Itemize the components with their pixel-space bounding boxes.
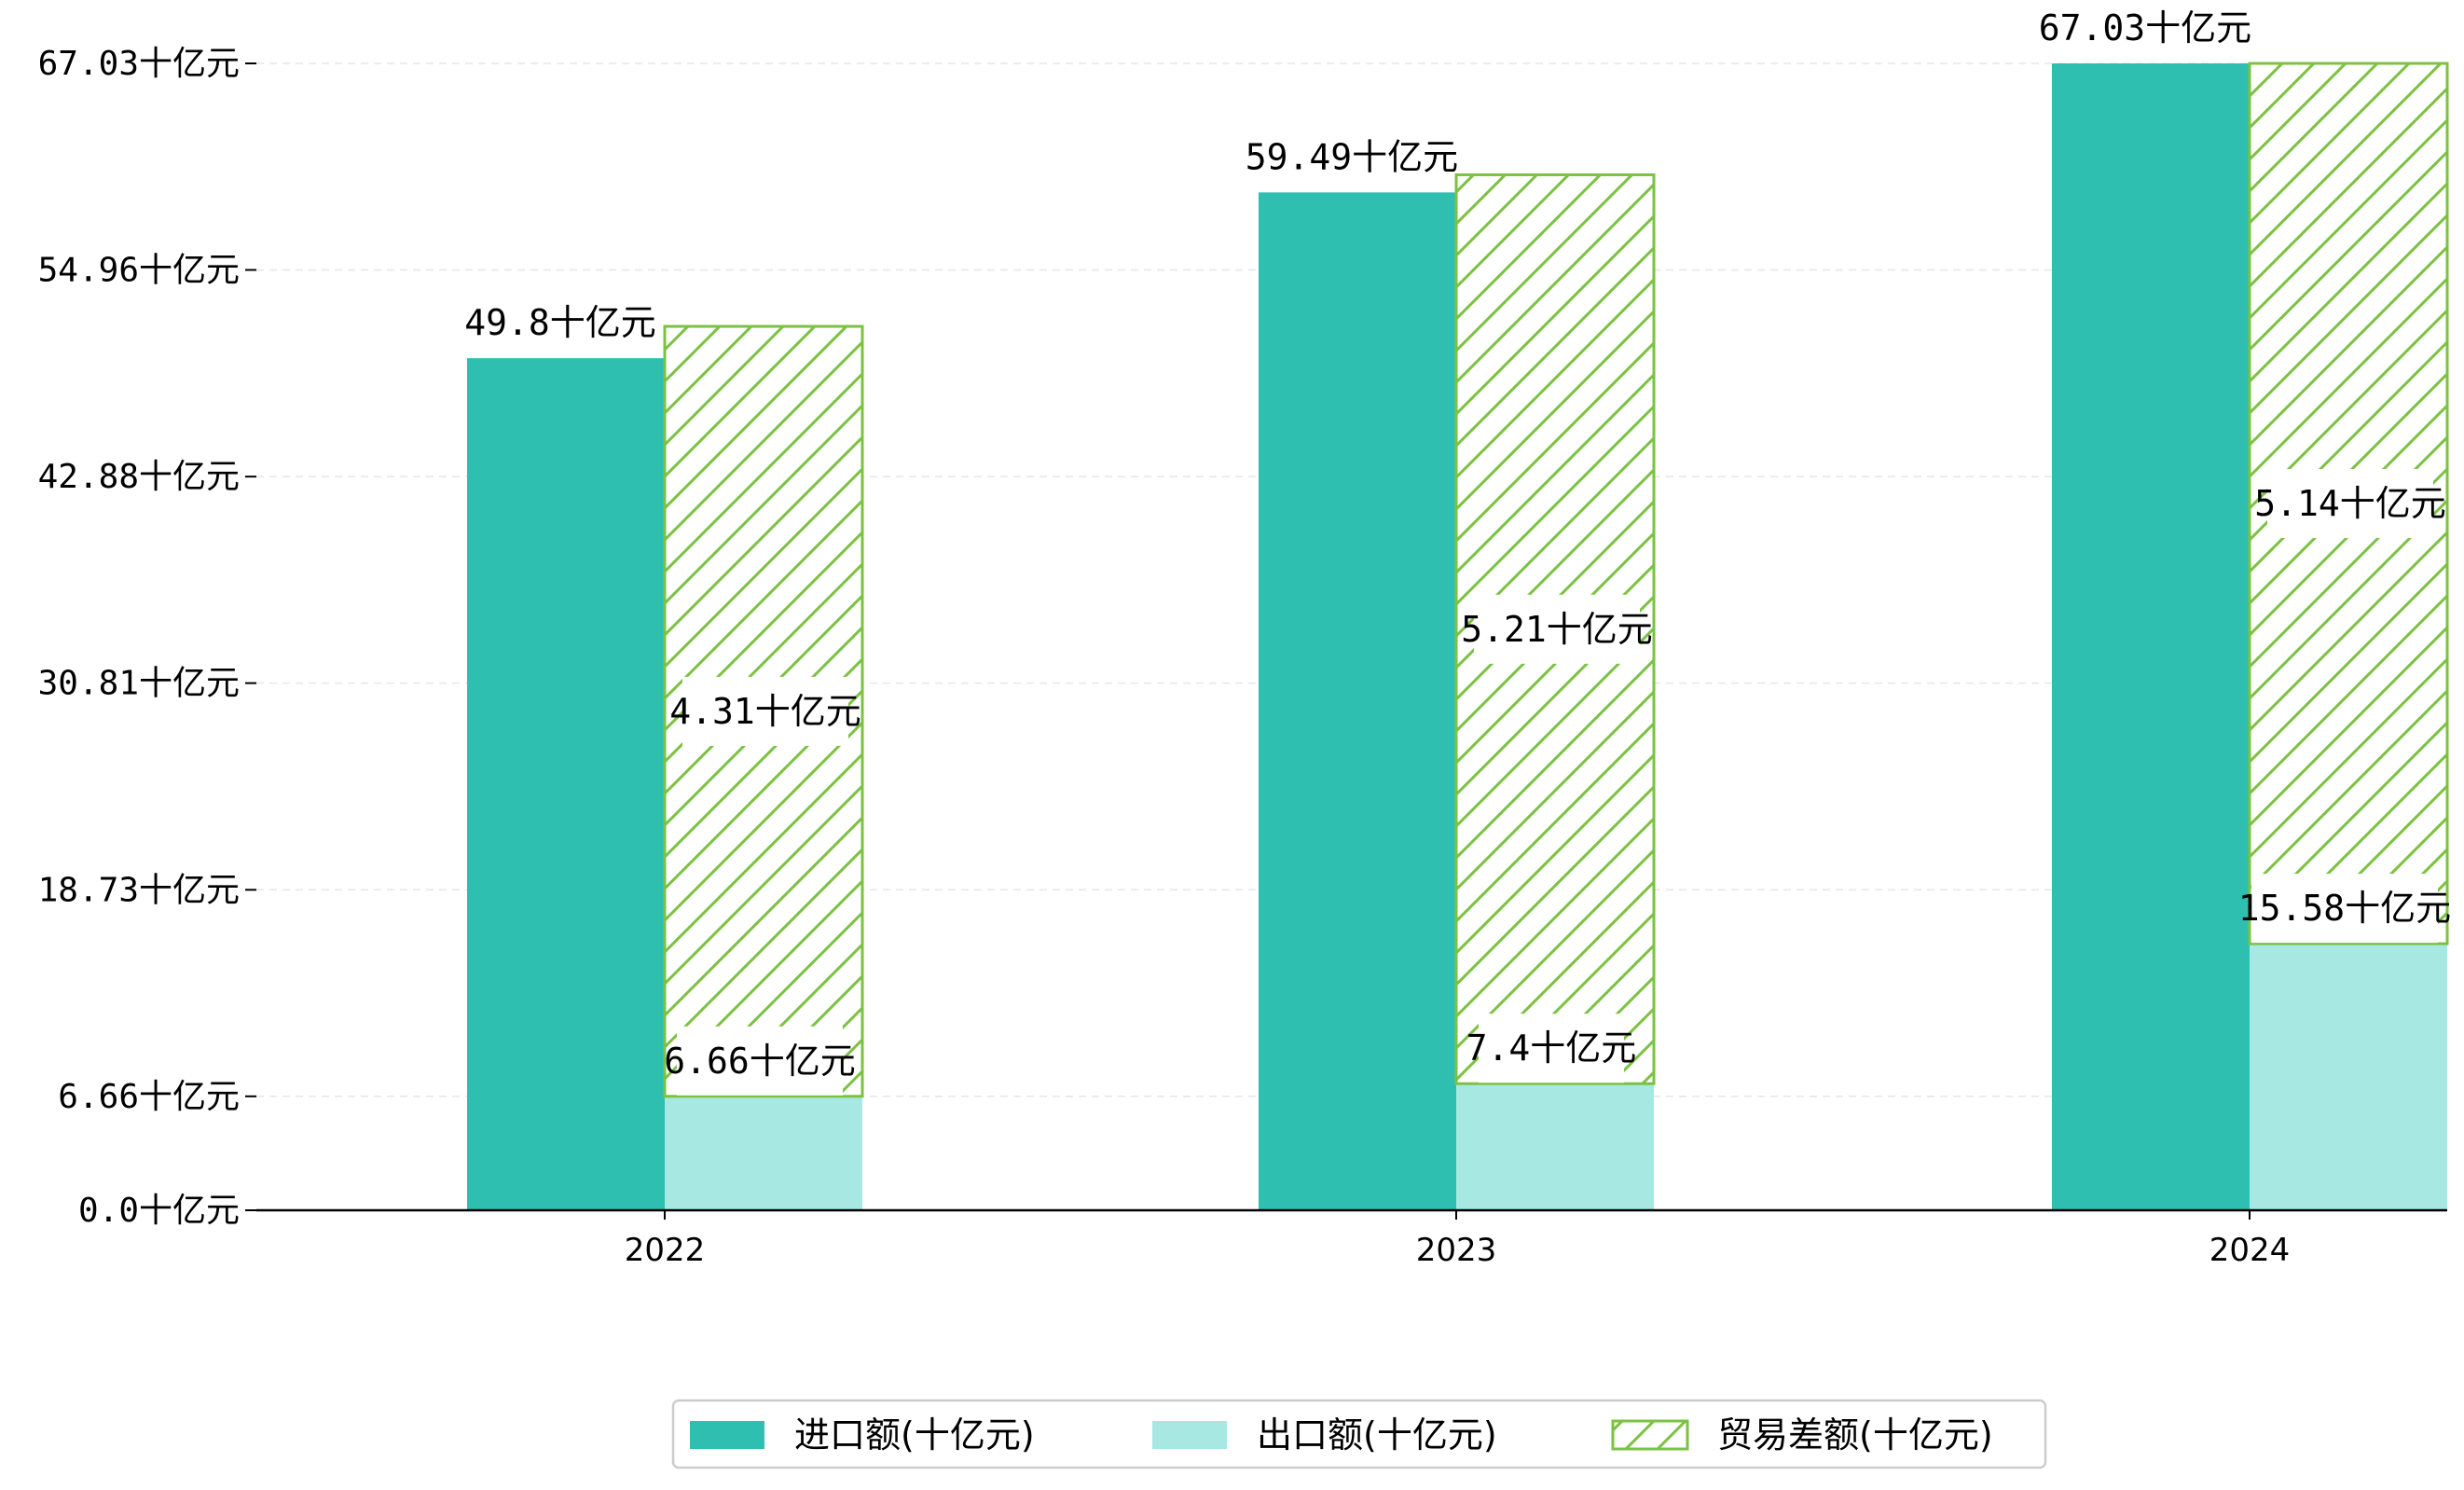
label-imports-bg: [477, 288, 643, 358]
label-imports: 59.49十亿元: [1246, 136, 1458, 177]
data-labels: 49.8十亿元 6.66十亿元 4.31十亿元 59.49十亿元 7.4十亿元 5.21十…: [464, 0, 2451, 1096]
bar-exports: [665, 1096, 862, 1210]
y-tick-label: 30.81十亿元: [38, 665, 240, 703]
label-imports-bg: [2052, 0, 2238, 62]
y-tick-label: 0.0十亿元: [78, 1192, 240, 1230]
legend: 进口额(十亿元) 出口额(十亿元) 贸易差额(十亿元): [671, 1399, 2047, 1469]
label-balance-bg: [682, 676, 848, 746]
y-tick-label: 18.73十亿元: [38, 871, 240, 909]
x-tick-label: 2024: [2209, 1232, 2291, 1269]
y-tick-label: 67.03十亿元: [38, 45, 240, 83]
legend-swatch-3: [1611, 1419, 1689, 1451]
label-imports: 49.8十亿元: [464, 302, 656, 343]
x-tick-label: 2023: [1416, 1232, 1497, 1269]
bar-imports: [1259, 192, 1456, 1211]
label-balance: 4.31十亿元: [669, 691, 861, 732]
bar-exports: [2250, 944, 2447, 1210]
bar-imports: [2052, 63, 2250, 1210]
bar-exports: [1456, 1083, 1654, 1210]
legend-box: [671, 1399, 2047, 1469]
label-imports-bg: [1259, 122, 1445, 192]
label-exports-bg: [677, 1026, 843, 1096]
bar-imports: [467, 358, 665, 1210]
label-balance: 5.14十亿元: [2254, 483, 2446, 524]
label-balance-bg: [2267, 469, 2433, 539]
legend-swatch-1: [690, 1421, 764, 1449]
label-balance: 5.21十亿元: [1461, 609, 1653, 650]
label-exports: 15.58十亿元: [2238, 888, 2451, 929]
label-exports: 6.66十亿元: [664, 1041, 856, 1082]
label-exports: 7.4十亿元: [1466, 1028, 1637, 1069]
y-tick-label: 54.96十亿元: [38, 251, 240, 289]
label-exports-bg: [2251, 874, 2438, 944]
legend-swatch-2: [1152, 1421, 1227, 1449]
y-tick-label: 6.66十亿元: [58, 1078, 240, 1116]
label-imports: 67.03十亿元: [2039, 7, 2251, 48]
legend-label-1: 进口额(十亿元): [794, 1414, 1035, 1456]
axes: 0.0十亿元 6.66十亿元 18.73十亿元 30.81十亿元 42.88十亿元 54.…: [38, 45, 2447, 1269]
legend-label-2: 出口额(十亿元): [1257, 1414, 1497, 1456]
y-tick-label: 42.88十亿元: [38, 458, 240, 496]
label-balance-bg: [1474, 594, 1640, 664]
label-exports-bg: [1479, 1014, 1624, 1083]
x-tick-label: 2022: [625, 1232, 706, 1269]
legend-label-3: 贸易差额(十亿元): [1717, 1414, 1993, 1456]
bars: [467, 62, 2449, 1211]
